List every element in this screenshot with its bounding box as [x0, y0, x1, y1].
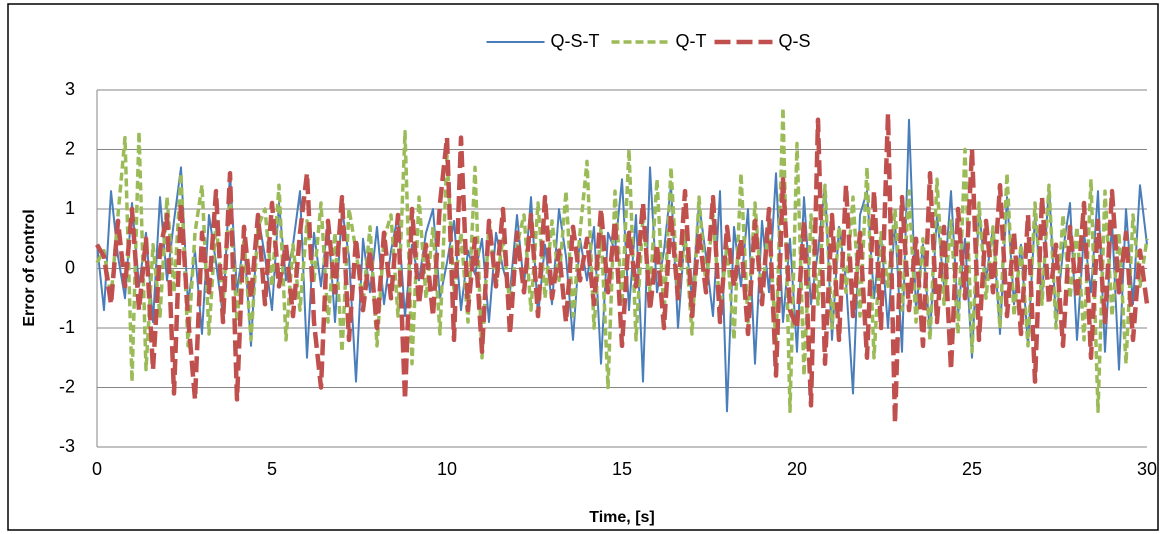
legend-label: Q-S: [779, 31, 811, 51]
y-tick-label: 1: [65, 198, 75, 218]
x-axis-label: Time, [s]: [589, 509, 655, 526]
y-axis-label: Error of control: [21, 209, 38, 326]
y-tick-label: 3: [65, 79, 75, 99]
x-tick-label: 10: [437, 459, 457, 479]
series-line: [96, 118, 1148, 413]
x-tick-label: 15: [612, 459, 632, 479]
y-tick-label: -2: [59, 376, 75, 396]
x-tick-label: 0: [92, 459, 102, 479]
y-tick-label: 0: [65, 257, 75, 277]
y-tick-label: -1: [59, 317, 75, 337]
x-tick-label: 25: [962, 459, 982, 479]
y-tick-label: 2: [65, 138, 75, 158]
legend-label: Q-S-T: [551, 31, 600, 51]
series-line: [95, 106, 1149, 414]
series-line: [95, 111, 1150, 426]
x-tick-label: 30: [1137, 459, 1157, 479]
x-tick-label: 20: [787, 459, 807, 479]
x-tick-label: 5: [267, 459, 277, 479]
y-tick-label: -3: [59, 436, 75, 456]
legend-label: Q-T: [676, 31, 707, 51]
